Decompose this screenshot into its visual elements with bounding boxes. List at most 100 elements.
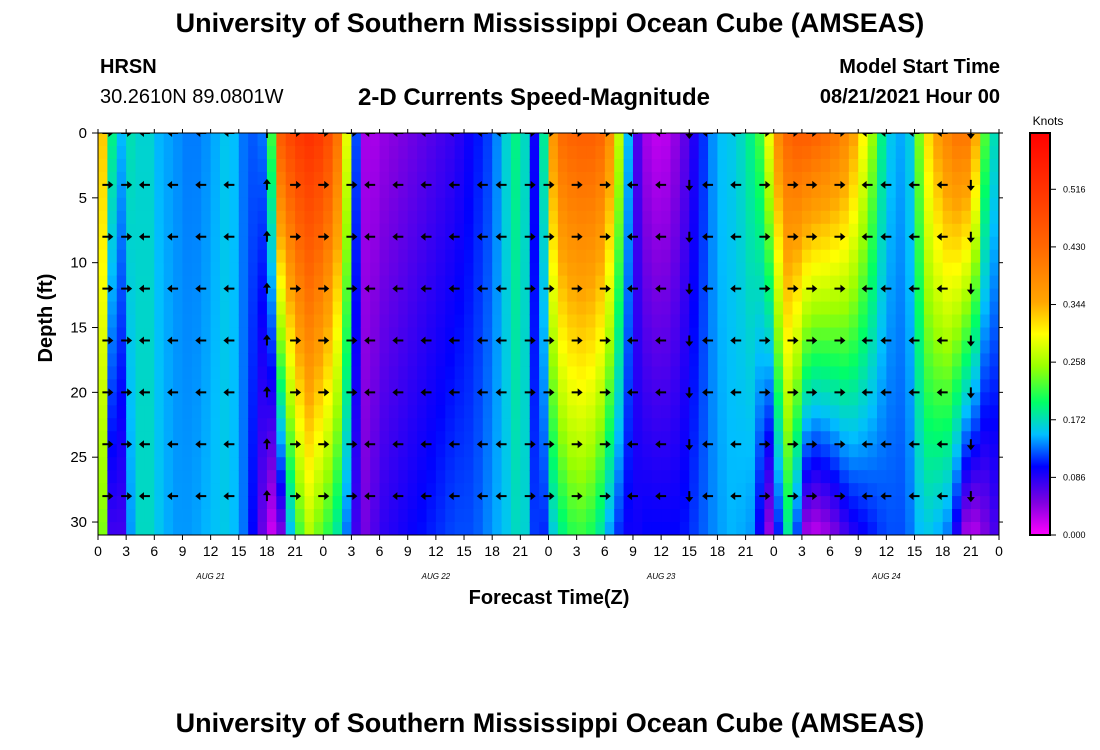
heatmap-cell	[370, 197, 381, 212]
heatmap-cell	[811, 418, 822, 432]
heatmap-cell	[464, 314, 475, 329]
current-arrow	[571, 336, 583, 345]
heatmap-cell	[801, 496, 812, 510]
heatmap-cell	[323, 444, 334, 458]
current-arrow	[626, 336, 638, 345]
heatmap-cell	[614, 210, 625, 225]
heatmap-cell	[276, 431, 287, 445]
heatmap-cell	[313, 145, 324, 160]
heatmap-cell	[905, 249, 916, 264]
heatmap-cell	[107, 392, 118, 406]
x-tick-label: 9	[404, 543, 412, 559]
heatmap-cell	[792, 171, 803, 186]
heatmap-cell	[811, 379, 822, 393]
heatmap-cell	[370, 483, 381, 497]
heatmap-cell	[886, 133, 897, 147]
heatmap-cell	[698, 379, 709, 393]
heatmap-cell	[848, 262, 859, 277]
current-arrow	[420, 336, 432, 345]
heatmap-cell	[876, 366, 887, 380]
heatmap-cell	[689, 327, 700, 342]
heatmap-cell	[144, 301, 155, 316]
heatmap-cell	[989, 158, 999, 173]
heatmap-cell	[858, 301, 869, 316]
heatmap-cell	[811, 470, 822, 484]
heatmap-cell	[304, 236, 315, 251]
heatmap-cell	[257, 379, 268, 393]
heatmap-cell	[332, 171, 343, 186]
heatmap-cell	[464, 418, 475, 432]
heatmap-cell	[135, 314, 146, 329]
heatmap-cell	[604, 249, 615, 264]
heatmap-cell	[801, 184, 812, 199]
heatmap-cell	[266, 145, 277, 160]
current-arrow	[806, 492, 818, 501]
heatmap-cell	[529, 405, 540, 419]
heatmap-cell	[595, 496, 606, 510]
heatmap-cell	[473, 444, 484, 458]
heatmap-cell	[426, 133, 437, 147]
heatmap-cell	[201, 210, 212, 225]
heatmap-cell	[773, 197, 784, 212]
heatmap-cell	[923, 470, 934, 484]
heatmap-cell	[313, 457, 324, 471]
heatmap-cell	[708, 184, 719, 199]
heatmap-cell	[867, 509, 878, 523]
heatmap-cell	[586, 496, 597, 510]
heatmap-cell	[651, 340, 662, 355]
heatmap-cell	[351, 171, 362, 186]
heatmap-cell	[754, 288, 765, 303]
heatmap-cell	[586, 457, 597, 471]
heatmap-cell	[914, 366, 925, 380]
heatmap-cell	[201, 379, 212, 393]
current-arrow	[861, 133, 873, 137]
heatmap-cell	[210, 223, 221, 238]
heatmap-cell	[736, 353, 747, 368]
heatmap-cell	[201, 171, 212, 186]
heatmap-cell	[933, 197, 944, 212]
heatmap-cell	[520, 158, 531, 173]
heatmap-cell	[886, 509, 897, 523]
heatmap-cell	[510, 197, 521, 212]
heatmap-cell	[154, 145, 165, 160]
heatmap-cell	[454, 366, 465, 380]
heatmap-cell	[266, 483, 277, 497]
heatmap-cell	[764, 158, 775, 173]
heatmap-cell	[989, 522, 999, 535]
current-arrow	[420, 492, 432, 501]
current-arrow	[685, 133, 694, 139]
heatmap-cell	[229, 340, 240, 355]
heatmap-cell	[726, 366, 737, 380]
heatmap-cell	[914, 275, 925, 290]
heatmap-cell	[632, 262, 643, 277]
heatmap-cell	[492, 275, 503, 290]
heatmap-cell	[417, 340, 428, 355]
heatmap-cell	[642, 145, 653, 160]
heatmap-cell	[783, 327, 794, 342]
heatmap-cell	[679, 314, 690, 329]
heatmap-cell	[642, 275, 653, 290]
heatmap-cell	[548, 483, 559, 497]
heatmap-cell	[576, 171, 587, 186]
heatmap-cell	[726, 158, 737, 173]
heatmap-cell	[726, 171, 737, 186]
heatmap-cell	[144, 223, 155, 238]
heatmap-cell	[323, 353, 334, 368]
heatmap-cell	[708, 340, 719, 355]
heatmap-cell	[435, 145, 446, 160]
current-arrow	[364, 336, 376, 345]
heatmap-cell	[107, 327, 118, 342]
heatmap-cell	[276, 223, 287, 238]
heatmap-cell	[182, 496, 193, 510]
heatmap-cell	[689, 184, 700, 199]
heatmap-cell	[876, 184, 887, 199]
heatmap-cell	[248, 275, 259, 290]
heatmap-cell	[98, 262, 108, 277]
heatmap-cell	[332, 470, 343, 484]
heatmap-cell	[135, 522, 146, 535]
heatmap-cell	[839, 262, 850, 277]
heatmap-cell	[98, 223, 108, 238]
heatmap-cell	[426, 197, 437, 212]
heatmap-cell	[848, 249, 859, 264]
heatmap-cell	[126, 327, 137, 342]
